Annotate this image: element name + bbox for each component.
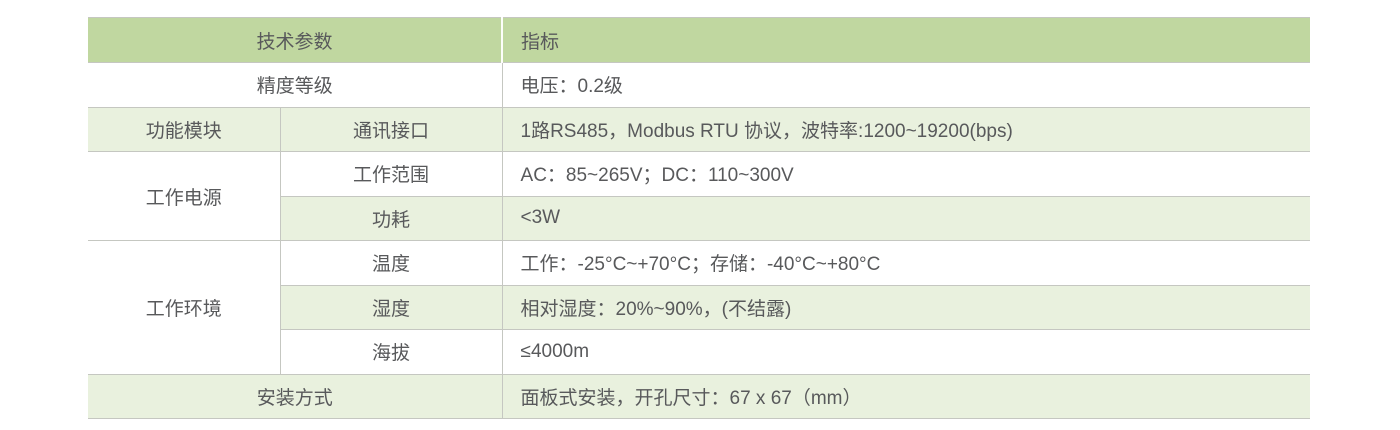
cell-group-power: 工作电源 bbox=[88, 151, 281, 241]
cell-install-value: 面板式安装，开孔尺寸：67 x 67（mm） bbox=[501, 373, 1311, 419]
cell-value-humidity: 相对湿度：20%~90%，(不结露) bbox=[501, 284, 1311, 330]
cell-value-range: AC：85~265V；DC：110~300V bbox=[501, 151, 1311, 197]
table-row: 安装方式 面板式安装，开孔尺寸：67 x 67（mm） bbox=[88, 373, 1311, 419]
cell-sub-comm: 通讯接口 bbox=[279, 106, 503, 152]
table-row: 海拔 ≤4000m bbox=[88, 329, 1311, 375]
cell-group-environment: 工作环境 bbox=[88, 240, 281, 375]
cell-sub-consumption: 功耗 bbox=[280, 195, 503, 241]
cell-sub-humidity: 湿度 bbox=[280, 284, 503, 330]
cell-accuracy-label: 精度等级 bbox=[88, 62, 503, 108]
table-row: 功能模块 通讯接口 1路RS485，Modbus RTU 协议，波特率:1200… bbox=[88, 106, 1311, 152]
header-tech-params: 技术参数 bbox=[88, 17, 503, 63]
cell-value-comm: 1路RS485，Modbus RTU 协议，波特率:1200~19200(bps… bbox=[501, 106, 1311, 152]
cell-install-label: 安装方式 bbox=[88, 373, 503, 419]
cell-group-function: 功能模块 bbox=[88, 106, 281, 152]
spec-table: 技术参数 指标 精度等级 电压：0.2级 功能模块 通讯接口 1路RS485，M… bbox=[88, 17, 1311, 419]
table-row: 工作电源 工作范围 AC：85~265V；DC：110~300V bbox=[88, 151, 1311, 241]
cell-value-altitude: ≤4000m bbox=[501, 329, 1311, 375]
cell-value-consumption: <3W bbox=[501, 195, 1311, 241]
table-header-row: 技术参数 指标 bbox=[88, 17, 1311, 63]
cell-accuracy-value: 电压：0.2级 bbox=[501, 62, 1311, 108]
cell-sub-altitude: 海拔 bbox=[280, 329, 503, 375]
table-row: 功耗 <3W bbox=[88, 195, 1311, 241]
table-row: 工作环境 温度 工作：-25°C~+70°C；存储：-40°C~+80°C bbox=[88, 240, 1311, 375]
table-row: 精度等级 电压：0.2级 bbox=[88, 62, 1311, 108]
table-row: 湿度 相对湿度：20%~90%，(不结露) bbox=[88, 284, 1311, 330]
cell-sub-range: 工作范围 bbox=[279, 151, 503, 197]
cell-value-temperature: 工作：-25°C~+70°C；存储：-40°C~+80°C bbox=[501, 240, 1311, 286]
header-indicator: 指标 bbox=[501, 17, 1311, 63]
cell-sub-temperature: 温度 bbox=[279, 240, 503, 286]
spec-table-container: 技术参数 指标 精度等级 电压：0.2级 功能模块 通讯接口 1路RS485，M… bbox=[88, 17, 1311, 419]
